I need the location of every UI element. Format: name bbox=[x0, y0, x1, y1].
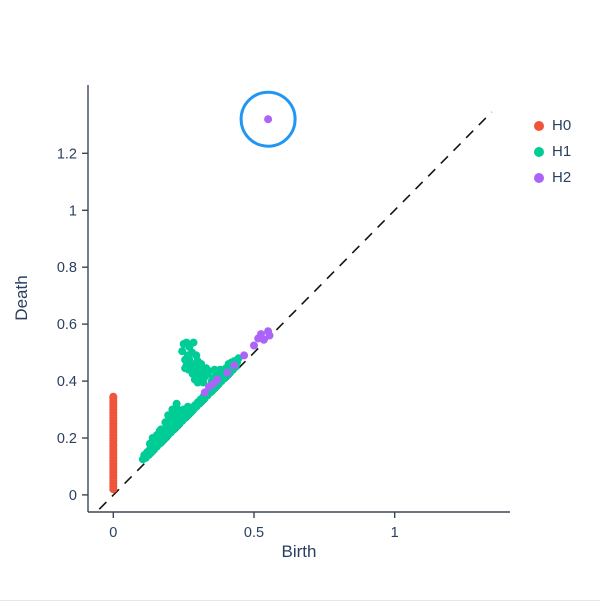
axes: 0 0.5 1 0 0.2 0.4 0.6 0.8 1 1.2 bbox=[57, 85, 510, 541]
outlier-highlight-circle bbox=[239, 90, 297, 148]
point-h1 bbox=[178, 347, 187, 356]
point-h1 bbox=[189, 338, 198, 347]
scatter-points bbox=[109, 115, 274, 494]
legend-marker-h1 bbox=[534, 146, 544, 157]
point-h1 bbox=[199, 378, 208, 387]
point-h2 bbox=[223, 368, 232, 377]
point-h1 bbox=[172, 399, 181, 408]
y-axis-title: Death bbox=[12, 275, 31, 320]
point-h2 bbox=[250, 341, 258, 350]
point-h2 bbox=[259, 335, 268, 344]
point-h1 bbox=[181, 364, 190, 373]
series-h0 bbox=[109, 392, 118, 494]
legend: H0 H1 H2 bbox=[534, 118, 571, 185]
point-h0 bbox=[109, 392, 118, 401]
point-h2 bbox=[265, 331, 274, 340]
legend-label: H0 bbox=[552, 117, 572, 134]
point-h2 bbox=[230, 361, 239, 370]
point-h1 bbox=[148, 434, 157, 442]
y-tick-label: 0.2 bbox=[57, 431, 77, 447]
legend-marker-h0 bbox=[534, 120, 544, 131]
point-h1 bbox=[189, 364, 198, 373]
x-axis-title: Birth bbox=[282, 542, 317, 561]
y-tick-label: 1 bbox=[69, 203, 77, 219]
bottom-divider bbox=[0, 600, 600, 601]
y-tick-label: 0.4 bbox=[57, 374, 77, 390]
series-h2 bbox=[200, 115, 274, 397]
point-h1 bbox=[164, 411, 173, 420]
y-tick-label: 0 bbox=[69, 488, 77, 504]
point-h1 bbox=[192, 351, 201, 360]
point-h2 bbox=[264, 115, 273, 124]
y-tick-label: 0.6 bbox=[57, 317, 77, 333]
legend-item-h0[interactable]: H0 bbox=[534, 118, 571, 133]
x-tick-label: 0.5 bbox=[244, 525, 264, 541]
point-h2 bbox=[240, 351, 249, 360]
point-h1 bbox=[155, 426, 164, 435]
point-h1 bbox=[216, 365, 225, 374]
legend-item-h1[interactable]: H1 bbox=[534, 144, 571, 159]
legend-label: H2 bbox=[552, 169, 572, 186]
y-tick-label: 1.2 bbox=[57, 146, 77, 162]
x-tick-label: 1 bbox=[391, 525, 399, 541]
point-h2 bbox=[213, 375, 222, 384]
legend-item-h2[interactable]: H2 bbox=[534, 170, 571, 185]
point-h1 bbox=[193, 378, 202, 387]
y-tick-label: 0.8 bbox=[57, 260, 77, 276]
point-h1 bbox=[210, 365, 219, 374]
point-h1 bbox=[183, 402, 192, 411]
legend-marker-h2 bbox=[534, 172, 544, 183]
point-h1 bbox=[168, 405, 177, 414]
point-h2 bbox=[200, 388, 209, 397]
legend-label: H1 bbox=[552, 143, 572, 160]
x-tick-label: 0 bbox=[109, 525, 117, 541]
outlier-annotation bbox=[239, 90, 297, 148]
series-h1 bbox=[138, 338, 243, 464]
point-h1 bbox=[185, 355, 194, 364]
